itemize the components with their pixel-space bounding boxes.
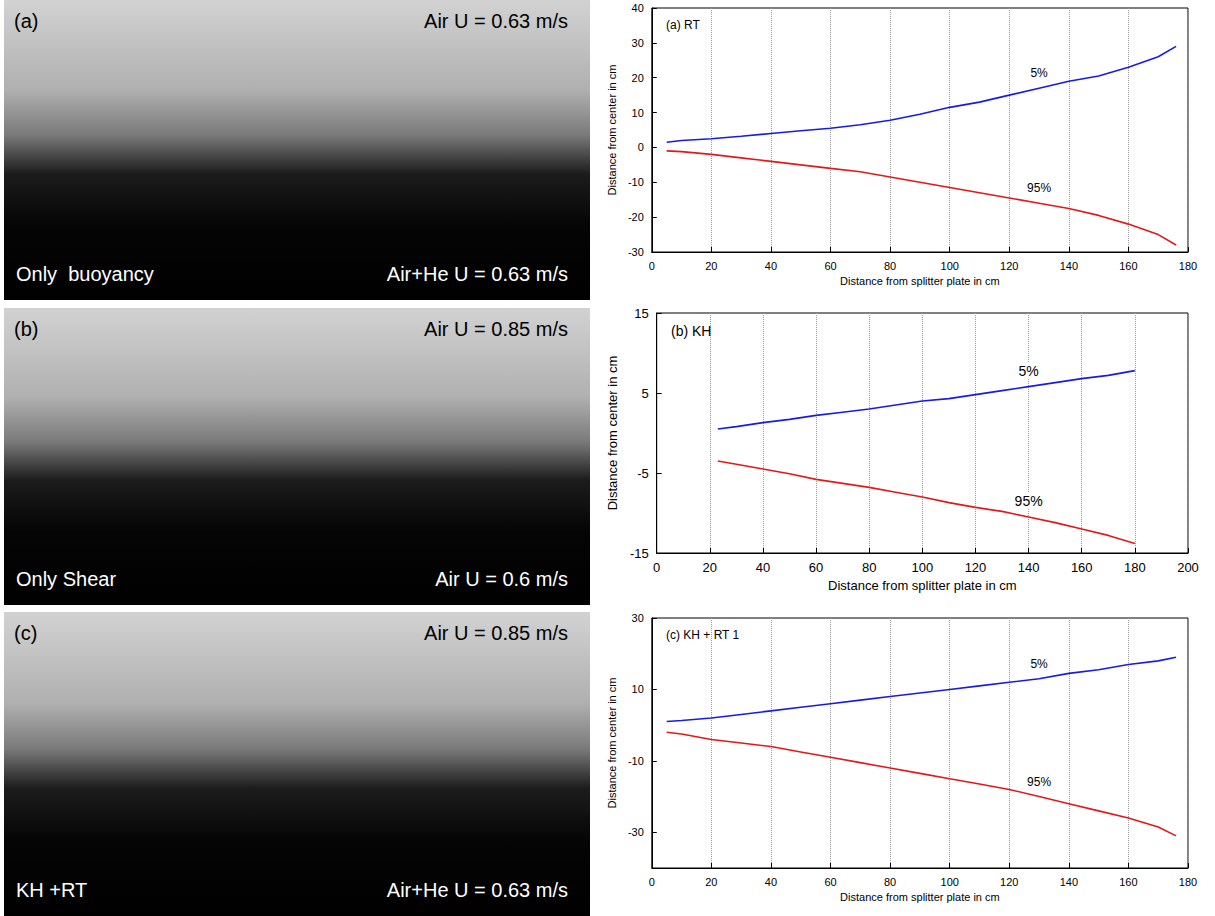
svg-text:200: 200: [1177, 560, 1199, 575]
svg-text:20: 20: [705, 876, 717, 888]
svg-text:100: 100: [941, 876, 959, 888]
svg-text:-10: -10: [628, 755, 644, 767]
html-text:Air U = 0.85 m/s: Air U = 0.85 m/s: [424, 318, 568, 340]
svg-text:80: 80: [862, 560, 876, 575]
svg-text:40: 40: [765, 876, 777, 888]
svg-text:160: 160: [1119, 876, 1137, 888]
svg-text:0: 0: [649, 260, 655, 272]
svg-text:-15: -15: [630, 546, 649, 561]
html-text:Air+He U = 0.63 m/s: Air+He U = 0.63 m/s: [386, 263, 568, 285]
svg-text:10: 10: [632, 107, 644, 119]
svg-text:Distance from center in cm: Distance from center in cm: [606, 65, 618, 196]
svg-text:95%: 95%: [1027, 181, 1051, 195]
svg-text:40: 40: [632, 2, 644, 14]
svg-text:(c) KH + RT 1: (c) KH + RT 1: [666, 628, 740, 642]
html-text:KH +RT: KH +RT: [16, 879, 88, 901]
svg-text:30: 30: [632, 612, 644, 624]
svg-text:40: 40: [756, 560, 770, 575]
svg-text:160: 160: [1071, 560, 1093, 575]
svg-text:80: 80: [884, 876, 896, 888]
html-text:(a): (a): [14, 10, 39, 32]
svg-text:120: 120: [1000, 876, 1018, 888]
svg-text:95%: 95%: [1015, 493, 1043, 509]
svg-text:140: 140: [1060, 876, 1078, 888]
svg-text:5%: 5%: [1018, 363, 1038, 379]
svg-text:140: 140: [1060, 260, 1078, 272]
svg-text:0: 0: [638, 141, 644, 153]
svg-text:Distance from splitter plate i: Distance from splitter plate in cm: [828, 578, 1017, 593]
svg-text:-30: -30: [628, 246, 644, 258]
svg-text:160: 160: [1119, 260, 1137, 272]
html-text:Only buoyancy: Only buoyancy: [16, 263, 154, 285]
svg-text:Distance from center in cm: Distance from center in cm: [606, 678, 618, 809]
svg-text:180: 180: [1179, 260, 1197, 272]
svg-text:10: 10: [632, 683, 644, 695]
svg-text:180: 180: [1179, 876, 1197, 888]
svg-text:60: 60: [809, 560, 823, 575]
svg-text:5%: 5%: [1030, 657, 1048, 671]
svg-text:-10: -10: [628, 176, 644, 188]
svg-text:Distance from splitter plate i: Distance from splitter plate in cm: [840, 891, 1000, 903]
svg-text:0: 0: [653, 560, 660, 575]
svg-text:Distance from splitter plate i: Distance from splitter plate in cm: [840, 275, 1000, 287]
svg-text:20: 20: [632, 72, 644, 84]
svg-text:180: 180: [1124, 560, 1146, 575]
svg-text:95%: 95%: [1027, 775, 1051, 789]
svg-text:100: 100: [911, 560, 933, 575]
svg-text:20: 20: [703, 560, 717, 575]
html-text:Air+He U = 0.63 m/s: Air+He U = 0.63 m/s: [386, 879, 568, 901]
svg-text:5: 5: [641, 386, 648, 401]
svg-text:140: 140: [1018, 560, 1040, 575]
svg-text:20: 20: [705, 260, 717, 272]
html-text:(c): (c): [14, 622, 38, 644]
svg-text:(a) RT: (a) RT: [666, 18, 700, 32]
html-text:Air U = 0.85 m/s: Air U = 0.85 m/s: [424, 622, 568, 644]
html-text:Only Shear: Only Shear: [16, 568, 117, 590]
svg-text:30: 30: [632, 37, 644, 49]
html-text:Air U = 0.63 m/s: Air U = 0.63 m/s: [424, 10, 568, 32]
svg-text:Distance from center in cm: Distance from center in cm: [605, 356, 620, 511]
svg-text:80: 80: [884, 260, 896, 272]
svg-text:120: 120: [965, 560, 987, 575]
svg-text:0: 0: [649, 876, 655, 888]
svg-text:60: 60: [824, 260, 836, 272]
svg-text:40: 40: [765, 260, 777, 272]
svg-text:-30: -30: [628, 826, 644, 838]
svg-text:100: 100: [941, 260, 959, 272]
svg-text:-20: -20: [628, 211, 644, 223]
svg-text:(b) KH: (b) KH: [671, 323, 711, 339]
svg-text:-5: -5: [637, 466, 649, 481]
svg-text:60: 60: [824, 876, 836, 888]
html-text:Air U = 0.6 m/s: Air U = 0.6 m/s: [435, 568, 568, 590]
html-text:(b): (b): [14, 318, 39, 340]
svg-text:5%: 5%: [1030, 66, 1048, 80]
svg-text:15: 15: [634, 306, 648, 321]
svg-text:120: 120: [1000, 260, 1018, 272]
